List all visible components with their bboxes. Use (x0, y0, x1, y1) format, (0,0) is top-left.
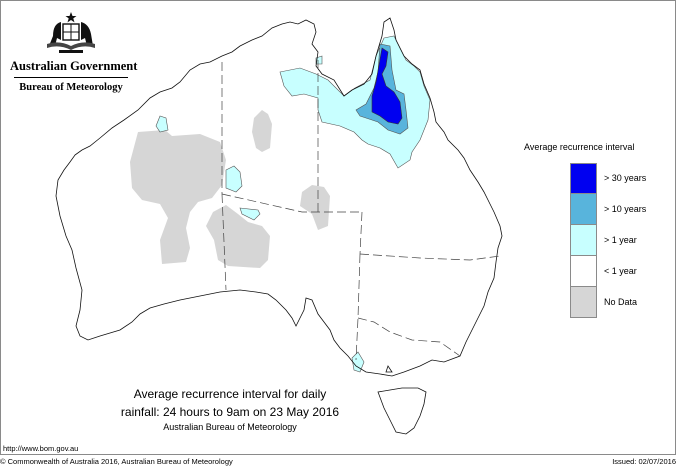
ari-over-30-years-region (371, 47, 403, 125)
coat-of-arms-icon (47, 12, 95, 53)
logo-divider (14, 77, 128, 78)
map-frame (0, 0, 676, 455)
legend-items: > 30 years > 10 years > 1 year < 1 year … (570, 163, 680, 318)
legend-swatch (570, 163, 597, 194)
legend-item-no-data: No Data (570, 287, 680, 318)
legend-title: Average recurrence interval (524, 142, 635, 152)
legend-label: > 1 year (604, 235, 637, 245)
no-data-regions (130, 110, 330, 268)
agency-title: Bureau of Meteorology (19, 82, 123, 93)
legend-label: > 10 years (604, 204, 647, 214)
legend-swatch (570, 225, 597, 256)
legend-swatch (570, 287, 597, 318)
caption-source: Australian Bureau of Meteorology (163, 422, 297, 432)
legend-label: > 30 years (604, 173, 647, 183)
legend-item-over-10-years: > 10 years (570, 194, 680, 225)
legend-item-under-1-year: < 1 year (570, 256, 680, 287)
coastline (55, 17, 503, 435)
government-title: Australian Government (10, 59, 138, 73)
copyright-notice: © Commonwealth of Australia 2016, Austra… (0, 457, 233, 466)
map-caption: Average recurrence interval for daily ra… (100, 385, 360, 433)
caption-title-line-2: rainfall: 24 hours to 9am on 23 May 2016 (120, 405, 340, 419)
state-borders (221, 60, 501, 361)
government-logo: Australian Government Bureau of Meteorol… (10, 10, 138, 93)
issued-date: Issued: 02/07/2016 (612, 457, 676, 466)
website-link[interactable]: http://www.bom.gov.au (3, 444, 79, 453)
legend-swatch (570, 256, 597, 287)
legend-item-over-1-year: > 1 year (570, 225, 680, 256)
legend-item-over-30-years: > 30 years (570, 163, 680, 194)
legend-swatch (570, 194, 597, 225)
legend-label: < 1 year (604, 266, 637, 276)
caption-title-line-1: Average recurrence interval for daily (133, 387, 327, 401)
legend-label: No Data (604, 297, 638, 307)
legend: Average recurrence interval > 30 years >… (524, 142, 674, 318)
ari-over-1-year-regions (155, 35, 431, 373)
